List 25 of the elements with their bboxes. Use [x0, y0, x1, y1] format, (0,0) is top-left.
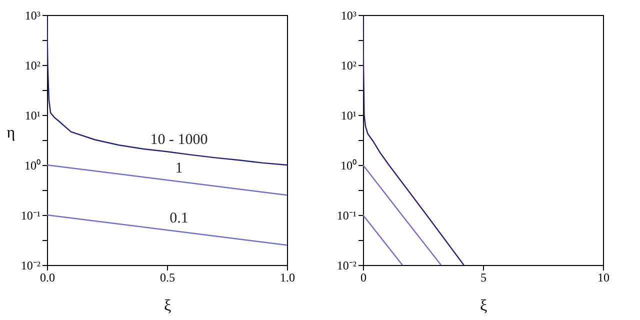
x-tick-label: 0.5: [160, 270, 175, 284]
y-tick-label: 10¹: [24, 108, 41, 122]
series-label: 1: [175, 160, 183, 177]
series-label: 10 - 1000: [150, 132, 208, 148]
x-tick-label: 0: [360, 270, 366, 284]
y-tick-label: 10²: [340, 58, 357, 72]
y-tick-label: 10²: [24, 58, 41, 72]
x-tick-label: 0.0: [40, 270, 55, 284]
y-tick-label: 10⁰: [340, 158, 356, 172]
series-label: 0.1: [170, 210, 188, 227]
y-tick-label: 10³: [340, 8, 357, 22]
y-tick-label: 10⁻²: [336, 258, 357, 272]
x-axis-title: ξ: [480, 298, 488, 314]
x-tick-label: 5: [480, 270, 486, 284]
y-tick-label: 10⁰: [24, 158, 40, 172]
x-tick-label: 10: [598, 270, 610, 284]
line-series: [363, 15, 464, 265]
y-tick-label: 10³: [24, 8, 41, 22]
y-tick-label: 10⁻¹: [336, 208, 357, 222]
y-tick-label: 10⁻²: [20, 258, 41, 272]
x-axis-title: ξ: [164, 298, 172, 314]
y-tick-label: 10¹: [340, 108, 357, 122]
x-tick-label: 1.0: [280, 270, 295, 284]
y-axis-title: η: [6, 124, 16, 142]
y-tick-label: 10⁻¹: [20, 208, 41, 222]
